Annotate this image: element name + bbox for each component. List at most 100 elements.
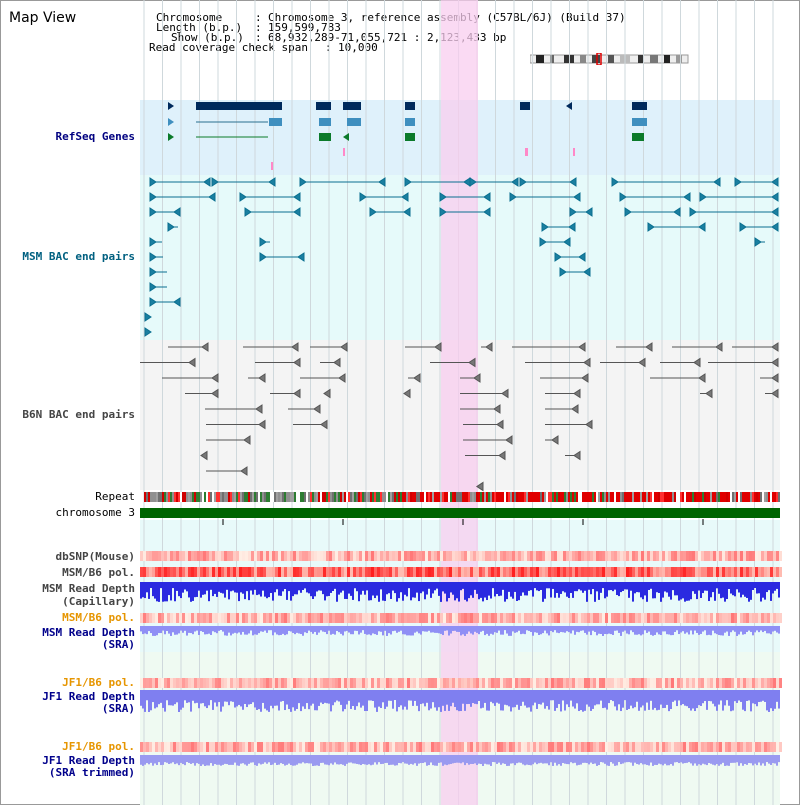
- heatmap-cell: [263, 551, 266, 561]
- repeat-segment: [508, 492, 510, 502]
- repeat-segment: [216, 492, 218, 502]
- heatmap-cell: [467, 613, 470, 623]
- heatmap-cell: [152, 742, 155, 752]
- depth-bar: [572, 582, 574, 598]
- bac-end-marker: [611, 177, 619, 187]
- depth-bar: [622, 755, 624, 764]
- depth-bar: [442, 690, 444, 706]
- depth-bar: [456, 755, 458, 763]
- heatmap-cell: [620, 678, 623, 688]
- depth-bar: [442, 626, 444, 636]
- repeat-segment: [388, 492, 390, 502]
- heatmap-cell: [683, 742, 686, 752]
- heatmap-cell: [704, 567, 707, 577]
- depth-bar: [760, 582, 762, 602]
- heatmap-cell: [659, 678, 662, 688]
- depth-bar: [738, 755, 740, 766]
- depth-bar: [274, 690, 276, 706]
- depth-bar: [206, 626, 208, 635]
- heatmap-cell: [164, 742, 167, 752]
- bac-end-marker: [211, 373, 219, 383]
- jf1-sra-label: JF1 Read Depth: [42, 690, 135, 703]
- heatmap-cell: [641, 551, 644, 561]
- depth-bar: [638, 755, 640, 765]
- heatmap-cell: [518, 742, 521, 752]
- heatmap-cell: [677, 742, 680, 752]
- depth-bar: [254, 755, 256, 766]
- heatmap-cell: [149, 678, 152, 688]
- bac-end-marker: [149, 297, 157, 307]
- depth-bar: [310, 755, 312, 764]
- depth-bar: [408, 755, 410, 765]
- heatmap-cell: [668, 567, 671, 577]
- heatmap-cell: [710, 678, 713, 688]
- depth-bar: [648, 582, 650, 591]
- depth-bar: [636, 582, 638, 593]
- heatmap-cell: [776, 551, 779, 561]
- heatmap-cell: [368, 551, 371, 561]
- heatmap-cell: [275, 567, 278, 577]
- heatmap-cell: [389, 678, 392, 688]
- heatmap-cell: [728, 742, 731, 752]
- heatmap-cell: [695, 742, 698, 752]
- repeat-segment: [690, 492, 692, 502]
- depth-bar: [584, 690, 586, 711]
- heatmap-cell: [311, 613, 314, 623]
- heatmap-cell: [377, 742, 380, 752]
- depth-bar: [452, 626, 454, 631]
- depth-bar: [616, 755, 618, 766]
- repeat-segment: [244, 492, 246, 502]
- depth-bar: [238, 582, 240, 602]
- depth-bar: [342, 582, 344, 591]
- heatmap-cell: [734, 678, 737, 688]
- depth-bar: [168, 690, 170, 706]
- heatmap-cell: [755, 551, 758, 561]
- depth-bar: [608, 626, 610, 634]
- heatmap-cell: [257, 678, 260, 688]
- heatmap-cell: [248, 742, 251, 752]
- heatmap-cell: [221, 742, 224, 752]
- depth-bar: [366, 582, 368, 591]
- depth-bar: [154, 755, 156, 764]
- depth-bar: [632, 582, 634, 602]
- heatmap-cell: [710, 567, 713, 577]
- depth-bar: [494, 582, 496, 597]
- depth-bar: [608, 690, 610, 704]
- depth-bar: [632, 755, 634, 766]
- heatmap-cell: [605, 567, 608, 577]
- depth-bar: [244, 690, 246, 704]
- repeat-segment: [180, 492, 182, 502]
- depth-bar: [450, 690, 452, 707]
- repeat-segment: [500, 492, 502, 502]
- depth-bar: [498, 626, 500, 631]
- depth-bar: [404, 690, 406, 707]
- heatmap-cell: [284, 613, 287, 623]
- repeat-segment: [562, 492, 564, 502]
- heatmap-cell: [254, 742, 257, 752]
- heatmap-cell: [143, 742, 146, 752]
- heatmap-cell: [578, 567, 581, 577]
- depth-bar: [324, 626, 326, 633]
- depth-bar: [498, 690, 500, 704]
- depth-bar: [232, 690, 234, 702]
- repeat-segment: [576, 492, 578, 502]
- heatmap-cell: [665, 678, 668, 688]
- heatmap-cell: [542, 567, 545, 577]
- depth-bar: [496, 690, 498, 703]
- heatmap-cell: [305, 742, 308, 752]
- depth-bar: [344, 755, 346, 766]
- heatmap-cell: [440, 742, 443, 752]
- repeat-segment: [312, 492, 314, 502]
- gene-block: [319, 133, 331, 141]
- heatmap-cell: [713, 567, 716, 577]
- heatmap-cell: [293, 567, 296, 577]
- depth-bar: [608, 582, 610, 591]
- heatmap-cell: [443, 613, 446, 623]
- heatmap-cell: [386, 613, 389, 623]
- heatmap-cell: [614, 551, 617, 561]
- depth-bar: [748, 690, 750, 701]
- depth-bar: [354, 582, 356, 589]
- depth-bar: [518, 755, 520, 763]
- heatmap-cell: [635, 551, 638, 561]
